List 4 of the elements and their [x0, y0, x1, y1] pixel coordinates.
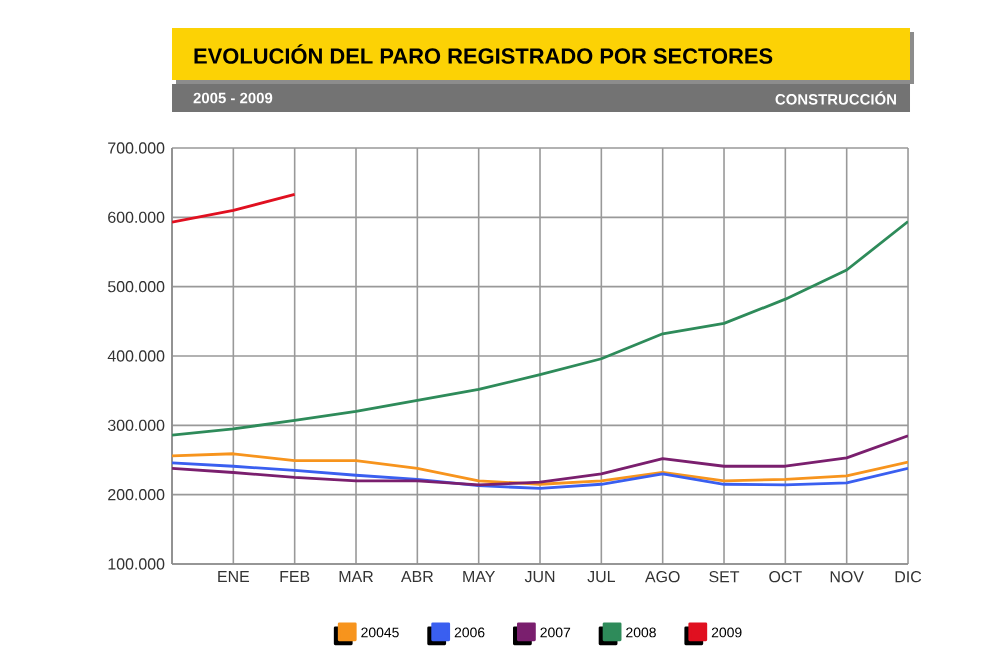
chart-title: EVOLUCIÓN DEL PARO REGISTRADO POR SECTORES: [194, 44, 773, 64]
line-series: [172, 452, 909, 486]
line-series: [172, 434, 909, 487]
line-series: [172, 461, 909, 490]
